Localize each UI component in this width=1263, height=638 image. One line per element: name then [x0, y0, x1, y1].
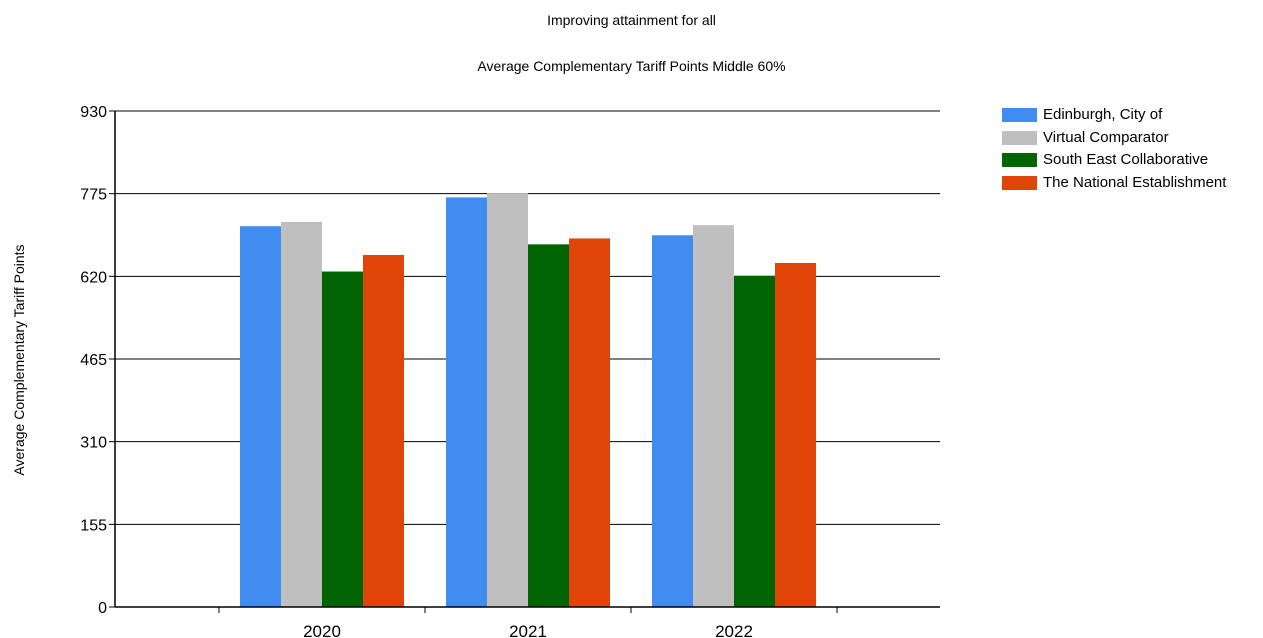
y-tick-label: 155: [80, 517, 107, 534]
axes: 0 155 310 465 620 775 930 2020 2021 2022: [80, 104, 940, 638]
y-tick-label: 930: [80, 104, 107, 121]
y-axis-label: Average Complementary Tariff Points: [11, 244, 27, 475]
legend-label: Edinburgh, City of: [1043, 106, 1163, 123]
chart-title: Improving attainment for all: [547, 12, 716, 28]
y-tick-label: 620: [80, 269, 107, 286]
legend-label: Virtual Comparator: [1043, 128, 1169, 146]
bar: [281, 221, 322, 607]
legend-swatch: [1002, 175, 1037, 190]
y-tick-label: 310: [80, 435, 107, 452]
bar: [446, 197, 487, 607]
y-tick-label: 775: [80, 187, 107, 204]
legend-swatch: [1002, 153, 1037, 168]
bar: [569, 238, 610, 607]
bar: [363, 255, 404, 607]
chart-subtitle: Average Complementary Tariff Points Midd…: [477, 58, 786, 74]
bar: [322, 271, 363, 607]
legend-label: South East Collaborative: [1043, 151, 1209, 168]
x-tick-label: 2022: [715, 622, 753, 638]
legend-swatch: [1002, 130, 1037, 145]
legend-item: The National Establishment: [1002, 172, 1226, 195]
bar: [240, 226, 281, 607]
x-tick-label: 2021: [509, 622, 547, 638]
y-tick-label: 465: [80, 352, 107, 369]
bar: [775, 263, 816, 607]
bar: [734, 275, 775, 607]
bar: [693, 225, 734, 607]
bar: [487, 193, 528, 607]
legend-swatch: [1002, 108, 1037, 123]
bar: [652, 235, 693, 607]
legend-item: Virtual Comparator: [1002, 127, 1226, 150]
legend-label: The National Establishment: [1043, 173, 1227, 191]
y-tick-label: 0: [98, 600, 107, 617]
legend-item: South East Collaborative: [1002, 149, 1226, 172]
x-tick-label: 2020: [303, 622, 341, 638]
bars: [240, 193, 816, 608]
legend: Edinburgh, City of Virtual Comparator Sout…: [1002, 104, 1226, 194]
bar: [528, 244, 569, 608]
legend-item: Edinburgh, City of: [1002, 104, 1226, 127]
